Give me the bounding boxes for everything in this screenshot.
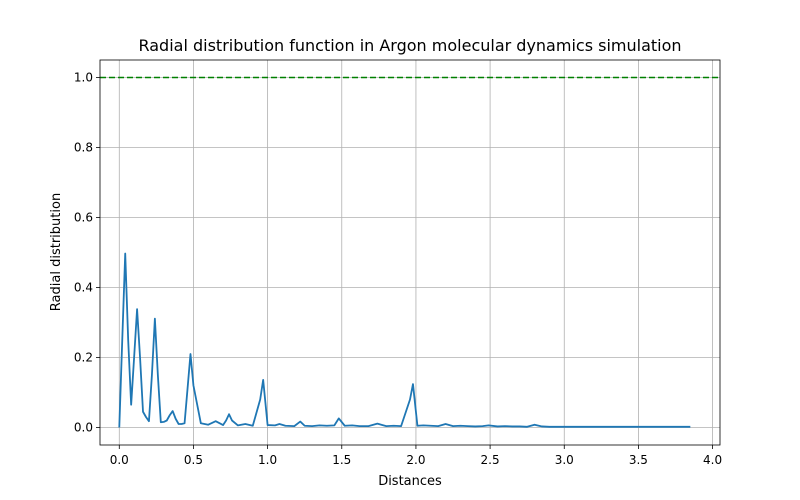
x-tick-label: 2.0	[406, 453, 425, 467]
x-tick-label: 1.5	[332, 453, 351, 467]
y-tick-label: 0.4	[74, 281, 93, 295]
axes-frame	[99, 59, 721, 446]
y-tick-label: 0.8	[74, 141, 93, 155]
y-axis-ticks: 0.0 0.2 0.4 0.6 0.8 1.0	[74, 71, 100, 435]
x-tick-label: 2.5	[481, 453, 500, 467]
x-tick-label: 0.0	[110, 453, 129, 467]
y-tick-label: 0.0	[74, 421, 93, 435]
x-tick-label: 4.0	[703, 453, 722, 467]
y-tick-label: 0.2	[74, 351, 93, 365]
y-axis-label: Radial distribution	[49, 193, 64, 311]
x-tick-label: 1.0	[258, 453, 277, 467]
y-tick-label: 1.0	[74, 71, 93, 85]
x-tick-label: 3.0	[555, 453, 574, 467]
x-axis-ticks: 0.0 0.5 1.0 1.5 2.0 2.5 3.0 3.5 4.0	[110, 445, 722, 467]
x-tick-label: 3.5	[629, 453, 648, 467]
y-tick-label: 0.6	[74, 211, 93, 225]
chart-title: Radial distribution function in Argon mo…	[138, 36, 681, 55]
x-tick-label: 0.5	[184, 453, 203, 467]
x-axis-label: Distances	[378, 474, 442, 489]
grid	[100, 60, 720, 445]
plot-area	[100, 76, 720, 428]
rdf-series-line	[118, 252, 691, 428]
